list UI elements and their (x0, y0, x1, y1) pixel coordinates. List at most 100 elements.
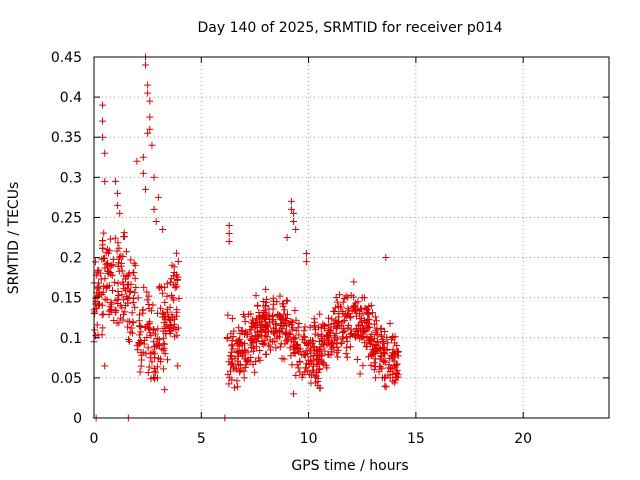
data-point (148, 141, 156, 149)
y-tick-label: 0.4 (60, 90, 82, 106)
data-point (234, 383, 242, 391)
data-point (135, 317, 143, 325)
data-point (332, 329, 340, 337)
data-point (287, 197, 295, 205)
data-point (145, 324, 153, 332)
data-point (277, 320, 285, 328)
data-point (370, 334, 378, 342)
data-point (251, 368, 259, 376)
data-point (94, 267, 102, 275)
data-point (148, 358, 156, 366)
data-point (173, 276, 181, 284)
data-point (356, 315, 364, 323)
data-point (254, 301, 262, 309)
data-point (357, 319, 365, 327)
data-point (361, 339, 369, 347)
data-point (114, 239, 122, 247)
data-point (365, 309, 373, 317)
data-point (106, 235, 114, 243)
data-point (127, 256, 135, 264)
data-point (341, 327, 349, 335)
data-point (269, 329, 277, 337)
data-point (157, 358, 165, 366)
data-point (272, 320, 280, 328)
data-point (301, 323, 309, 331)
data-point (282, 337, 290, 345)
data-point (295, 348, 303, 356)
data-point (225, 238, 233, 246)
data-point (283, 297, 291, 305)
data-point (240, 374, 248, 382)
data-point (277, 315, 285, 323)
data-point (338, 339, 346, 347)
data-point (107, 298, 115, 306)
data-point (390, 357, 398, 365)
data-point (312, 355, 320, 363)
data-point (128, 324, 136, 332)
data-point (146, 97, 154, 105)
data-point (290, 390, 298, 398)
data-point (247, 341, 255, 349)
data-point (144, 369, 152, 377)
data-point (99, 117, 107, 125)
data-point (292, 341, 300, 349)
data-point (103, 259, 111, 267)
data-point (151, 354, 159, 362)
data-point (230, 327, 238, 335)
data-point (159, 313, 167, 321)
data-point (122, 275, 130, 283)
data-point (122, 286, 130, 294)
data-point (130, 259, 138, 267)
data-point (250, 336, 258, 344)
data-point (262, 350, 270, 358)
data-point (136, 339, 144, 347)
chart-title: Day 140 of 2025, SRMTID for receiver p01… (197, 20, 502, 36)
data-point (247, 354, 255, 362)
data-point (304, 340, 312, 348)
data-point (335, 303, 343, 311)
data-point (159, 310, 167, 318)
data-point (346, 330, 354, 338)
data-point (347, 313, 355, 321)
data-point (271, 320, 279, 328)
y-tick-label: 0.35 (51, 130, 82, 146)
data-point (328, 315, 336, 323)
data-point (143, 323, 151, 331)
data-point (371, 355, 379, 363)
data-point (281, 306, 289, 314)
x-tick-label: 10 (300, 431, 318, 447)
data-point (131, 303, 139, 311)
data-point (333, 298, 341, 306)
data-point (115, 319, 123, 327)
data-point (91, 326, 99, 334)
data-point (291, 349, 299, 357)
data-point (225, 380, 233, 388)
data-point (150, 173, 158, 181)
data-point (121, 233, 129, 241)
data-point (252, 319, 260, 327)
data-point (146, 125, 154, 133)
y-tick-label: 0.1 (60, 331, 82, 347)
data-point (316, 310, 324, 318)
data-point (305, 359, 313, 367)
data-point (290, 209, 298, 217)
data-point (145, 292, 153, 300)
data-point (261, 339, 269, 347)
data-point (311, 330, 319, 338)
data-point (384, 339, 392, 347)
data-point (147, 349, 155, 357)
data-point (160, 334, 168, 342)
data-point (127, 287, 135, 295)
data-point (332, 293, 340, 301)
data-point (125, 335, 133, 343)
data-point (363, 333, 371, 341)
data-point (160, 346, 168, 354)
data-point (131, 274, 139, 282)
data-point (393, 366, 401, 374)
data-point (279, 300, 287, 308)
data-point (379, 343, 387, 351)
data-point (124, 280, 132, 288)
data-point (137, 323, 145, 331)
data-point (172, 326, 180, 334)
data-point (261, 318, 269, 326)
